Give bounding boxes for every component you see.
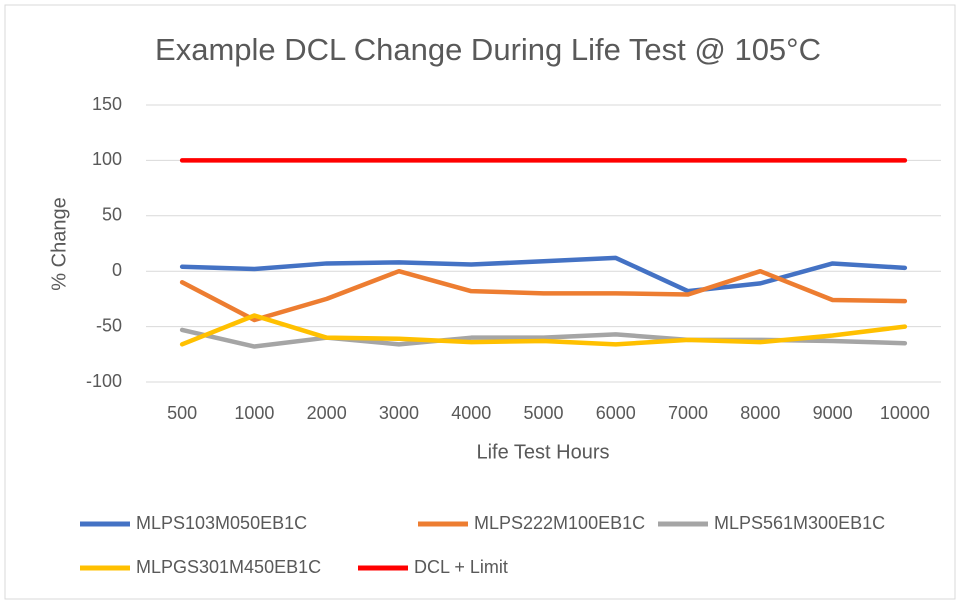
y-tick-label: 50: [102, 205, 122, 225]
y-tick-label: -100: [86, 371, 122, 391]
x-tick-label: 5000: [523, 403, 563, 423]
x-tick-label: 2000: [307, 403, 347, 423]
legend-label: DCL + Limit: [414, 557, 508, 577]
chart-title: Example DCL Change During Life Test @ 10…: [155, 32, 821, 67]
y-tick-label: 0: [112, 260, 122, 280]
chart-frame: [4, 4, 956, 600]
x-tick-label: 4000: [451, 403, 491, 423]
x-tick-label: 1000: [234, 403, 274, 423]
x-tick-label: 3000: [379, 403, 419, 423]
x-axis-label: Life Test Hours: [476, 441, 609, 463]
x-tick-label: 500: [167, 403, 197, 423]
x-tick-label: 9000: [813, 403, 853, 423]
y-axis-label: % Change: [48, 197, 70, 290]
y-tick-label: 100: [92, 149, 122, 169]
y-tick-label: 150: [92, 94, 122, 114]
y-tick-label: -50: [96, 315, 122, 335]
legend-label: MLPGS301M450EB1C: [136, 557, 321, 577]
x-tick-label: 8000: [740, 403, 780, 423]
x-tick-label: 7000: [668, 403, 708, 423]
legend-label: MLPS103M050EB1C: [136, 513, 307, 533]
legend-label: MLPS561M300EB1C: [714, 513, 885, 533]
x-tick-label: 10000: [880, 403, 930, 423]
legend-label: MLPS222M100EB1C: [474, 513, 645, 533]
x-tick-label: 6000: [596, 403, 636, 423]
series-line: [179, 255, 908, 294]
series-line: [179, 313, 908, 347]
series-line: [179, 268, 908, 323]
